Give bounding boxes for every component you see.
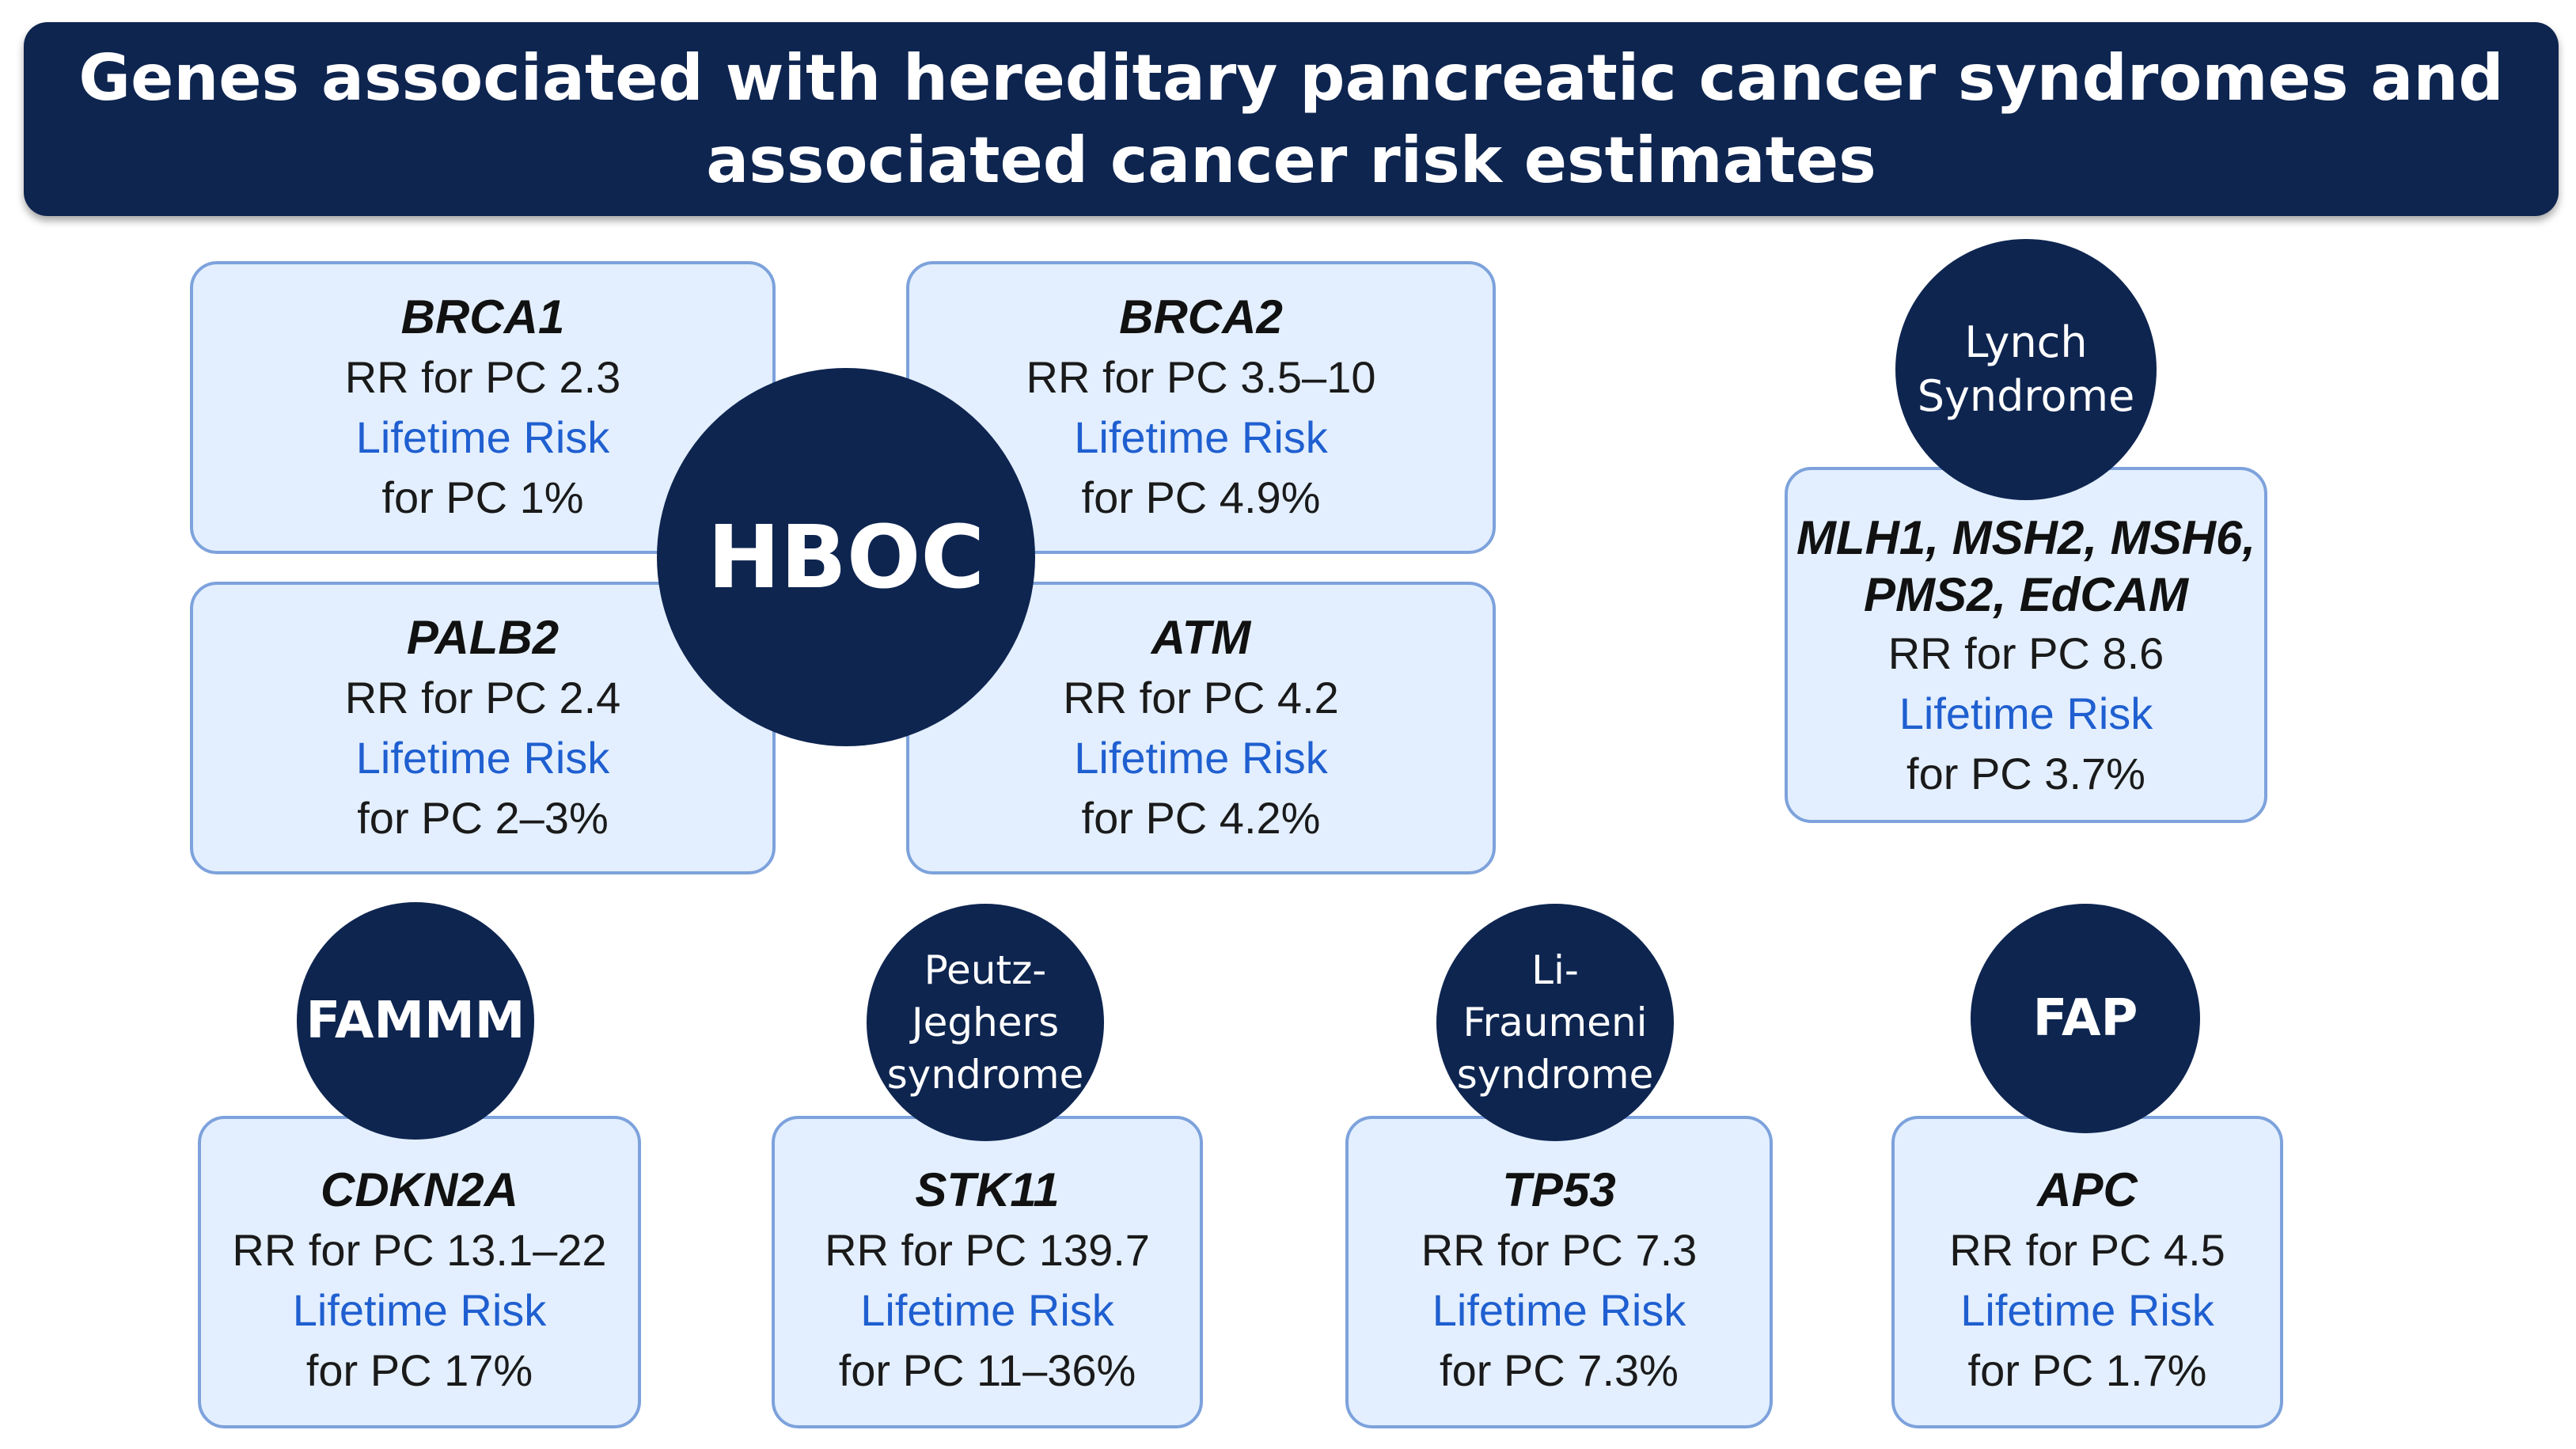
- lifetime-risk-value: for PC 1.7%: [1967, 1345, 2207, 1395]
- lifetime-risk-value: for PC 11–36%: [838, 1345, 1136, 1395]
- lifetime-risk-value: for PC 3.7%: [1906, 749, 2145, 798]
- syndrome-label: HBOC: [707, 506, 985, 608]
- title-line-1: Genes associated with hereditary pancrea…: [78, 40, 2504, 115]
- syndrome-label-line-2: Jeghers: [911, 1000, 1060, 1045]
- lifetime-risk-label: Lifetime Risk: [355, 733, 610, 783]
- syndrome-circle-li-fraumeni: Li- Fraumeni syndrome: [1436, 904, 1674, 1141]
- syndrome-circle-peutz-jeghers: Peutz- Jeghers syndrome: [867, 904, 1104, 1141]
- lifetime-risk-value: for PC 4.9%: [1081, 472, 1321, 522]
- syndrome-label-line-1: Peutz-: [924, 947, 1047, 993]
- syndrome-label-line-2: Fraumeni: [1463, 1000, 1648, 1045]
- gene-box-brca1: BRCA1 RR for PC 2.3 Lifetime Risk for PC…: [190, 261, 776, 554]
- syndrome-circle-lynch: Lynch Syndrome: [1895, 239, 2157, 500]
- relative-risk: RR for PC 139.7: [825, 1224, 1150, 1275]
- gene-name: APC: [2037, 1163, 2138, 1216]
- relative-risk: RR for PC 7.3: [1421, 1224, 1698, 1275]
- lifetime-risk-label: Lifetime Risk: [1960, 1284, 2214, 1335]
- gene-name-line-2: PMS2, EdCAM: [1863, 568, 2189, 621]
- title-line-2: associated cancer risk estimates: [706, 123, 1876, 197]
- syndrome-circle-fap: FAP: [1971, 904, 2200, 1133]
- lifetime-risk-value: for PC 1%: [381, 472, 584, 522]
- syndrome-label-line-1: Li-: [1531, 947, 1579, 993]
- gene-box-brca2: BRCA2 RR for PC 3.5–10 Lifetime Risk for…: [906, 261, 1496, 554]
- syndrome-label: FAP: [2032, 989, 2138, 1048]
- lifetime-risk-value: for PC 7.3%: [1440, 1345, 1679, 1395]
- gene-name: BRCA1: [400, 290, 565, 343]
- gene-name: STK11: [915, 1163, 1060, 1216]
- relative-risk: RR for PC 8.6: [1887, 628, 2164, 678]
- lifetime-risk-label: Lifetime Risk: [1432, 1284, 1686, 1335]
- lifetime-risk-value: for PC 17%: [305, 1345, 533, 1395]
- gene-box-lynch: MLH1, MSH2, MSH6, PMS2, EdCAM RR for PC …: [1785, 467, 2267, 823]
- gene-name: PALB2: [406, 611, 560, 664]
- title-banner: Genes associated with hereditary pancrea…: [24, 22, 2559, 216]
- syndrome-circle-fammm: FAMMM: [297, 902, 534, 1140]
- relative-risk: RR for PC 2.4: [344, 673, 621, 723]
- lifetime-risk-value: for PC 4.2%: [1081, 793, 1321, 843]
- relative-risk: RR for PC 4.2: [1063, 673, 1339, 723]
- lifetime-risk-label: Lifetime Risk: [355, 412, 610, 462]
- gene-box-tp53: TP53 RR for PC 7.3 Lifetime Risk for PC …: [1345, 1116, 1773, 1428]
- syndrome-label-line-1: Lynch: [1964, 317, 2088, 367]
- gene-name: BRCA2: [1119, 290, 1283, 343]
- gene-box-stk11: STK11 RR for PC 139.7 Lifetime Risk for …: [772, 1116, 1203, 1428]
- relative-risk: RR for PC 3.5–10: [1026, 352, 1376, 402]
- gene-name: TP53: [1502, 1163, 1616, 1216]
- lifetime-risk-label: Lifetime Risk: [292, 1284, 547, 1335]
- gene-name: ATM: [1151, 611, 1251, 664]
- lifetime-risk-label: Lifetime Risk: [1074, 412, 1328, 462]
- syndrome-label: FAMMM: [305, 992, 525, 1050]
- syndrome-circle-hboc: HBOC: [657, 368, 1035, 746]
- lifetime-risk-label: Lifetime Risk: [1899, 688, 2153, 738]
- lifetime-risk-label: Lifetime Risk: [1074, 733, 1328, 783]
- syndrome-label-line-3: syndrome: [886, 1052, 1084, 1098]
- syndrome-label-line-2: Syndrome: [1917, 371, 2135, 421]
- gene-box-apc: APC RR for PC 4.5 Lifetime Risk for PC 1…: [1891, 1116, 2283, 1428]
- gene-name: CDKN2A: [320, 1163, 519, 1216]
- relative-risk: RR for PC 2.3: [344, 352, 621, 402]
- gene-name-line-1: MLH1, MSH2, MSH6,: [1796, 511, 2256, 564]
- syndrome-label-line-3: syndrome: [1456, 1052, 1654, 1098]
- relative-risk: RR for PC 4.5: [1949, 1224, 2225, 1275]
- gene-box-cdkn2a: CDKN2A RR for PC 13.1–22 Lifetime Risk f…: [198, 1116, 641, 1428]
- lifetime-risk-value: for PC 2–3%: [357, 793, 609, 843]
- relative-risk: RR for PC 13.1–22: [232, 1224, 607, 1275]
- lifetime-risk-label: Lifetime Risk: [860, 1284, 1114, 1335]
